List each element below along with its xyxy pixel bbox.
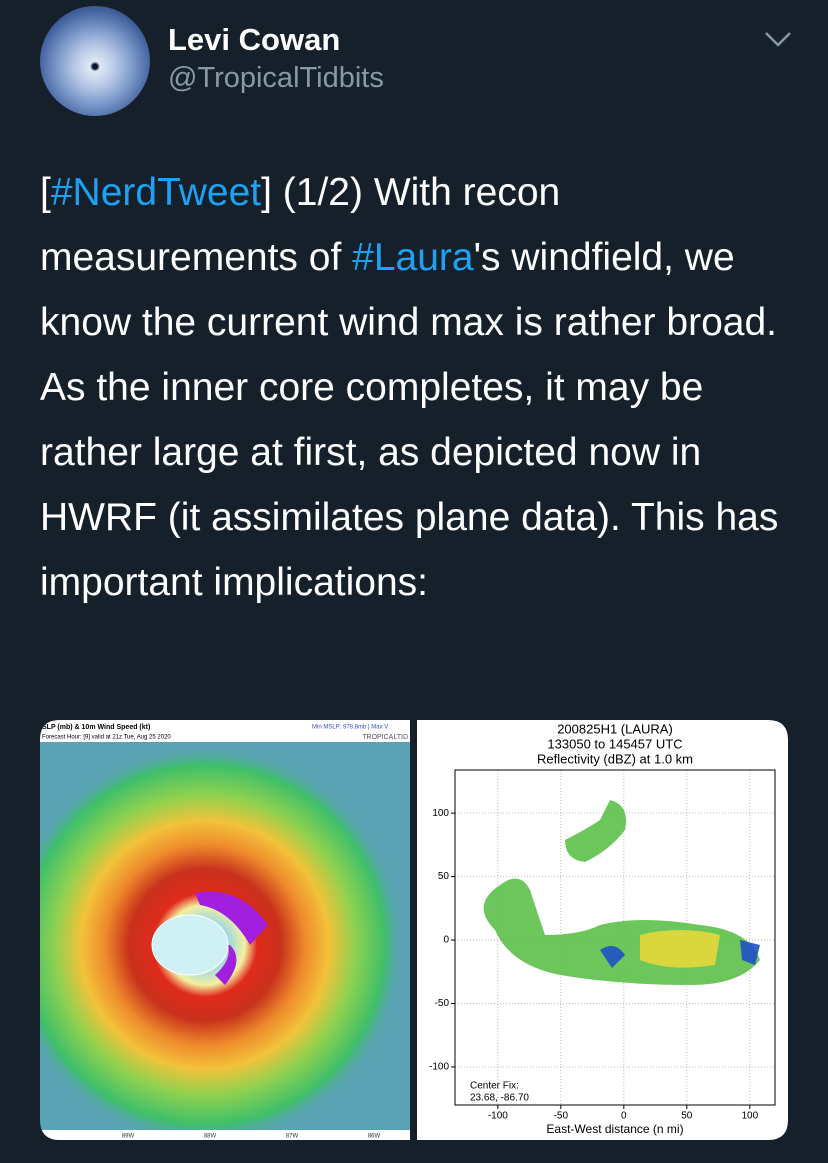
hashtag[interactable]: #Laura xyxy=(352,236,474,279)
lon-label: 89W xyxy=(122,1134,135,1140)
annotation: 23.68, -86.70 xyxy=(470,1093,529,1104)
lon-label: 88W xyxy=(204,1134,217,1140)
chart-title: Reflectivity (dBZ) at 1.0 km xyxy=(537,751,693,766)
text-segment: 's windfield, we know the current wind m… xyxy=(40,236,779,604)
max-wind xyxy=(195,891,268,985)
avatar[interactable] xyxy=(40,6,150,116)
eye xyxy=(151,914,229,976)
chart-title: 133050 to 145457 UTC xyxy=(547,736,682,751)
reflectivity xyxy=(600,946,625,968)
x-axis-label: East-West distance (n mi) xyxy=(546,1122,683,1136)
radar-image[interactable]: 200825H1 (LAURA)133050 to 145457 UTCRefl… xyxy=(417,720,788,1140)
menu-chevron[interactable] xyxy=(764,30,792,48)
reflectivity xyxy=(740,940,760,965)
y-tick-label: 50 xyxy=(438,871,450,882)
x-tick-label: -100 xyxy=(488,1111,508,1122)
map-info: Min MSLP: 978.8mb | Max V xyxy=(312,725,388,731)
map-title: SLP (mb) & 10m Wind Speed (kt) xyxy=(42,724,150,731)
map-image[interactable]: SLP (mb) & 10m Wind Speed (kt) Forecast … xyxy=(5,720,410,1145)
text-segment: ] (1/2) With recon measurements of xyxy=(40,171,561,279)
x-tick-label: 100 xyxy=(741,1111,758,1122)
handle[interactable]: @TropicalTidbits xyxy=(168,62,384,94)
y-tick-label: 0 xyxy=(443,935,449,946)
y-tick-label: 100 xyxy=(432,808,449,819)
annotation: Center Fix: xyxy=(470,1081,519,1092)
x-tick-label: 50 xyxy=(681,1111,693,1122)
map-header xyxy=(40,720,410,742)
map-subtitle: Forecast Hour: [9] valid at 21z Tue, Aug… xyxy=(42,735,171,741)
lon-label: 86W xyxy=(368,1134,381,1140)
map-credit: TROPICALTID xyxy=(362,734,408,741)
x-tick-label: 0 xyxy=(621,1111,627,1122)
hashtag[interactable]: #NerdTweet xyxy=(50,171,262,214)
reflectivity xyxy=(565,800,626,862)
display-name[interactable]: Levi Cowan xyxy=(168,22,341,57)
lon-label: 87W xyxy=(286,1134,299,1140)
reflectivity xyxy=(640,930,720,968)
plot-frame xyxy=(454,769,776,1106)
text-segment: [ xyxy=(40,171,51,214)
chart-title: 200825H1 (LAURA) xyxy=(557,721,673,736)
y-tick-label: -50 xyxy=(435,998,450,1009)
x-tick-label: -50 xyxy=(554,1111,569,1122)
map-footer xyxy=(40,1130,410,1140)
tweet-text: [#NerdTweet] (1/2) With recon measuremen… xyxy=(40,160,800,615)
y-tick-label: -100 xyxy=(429,1062,449,1073)
